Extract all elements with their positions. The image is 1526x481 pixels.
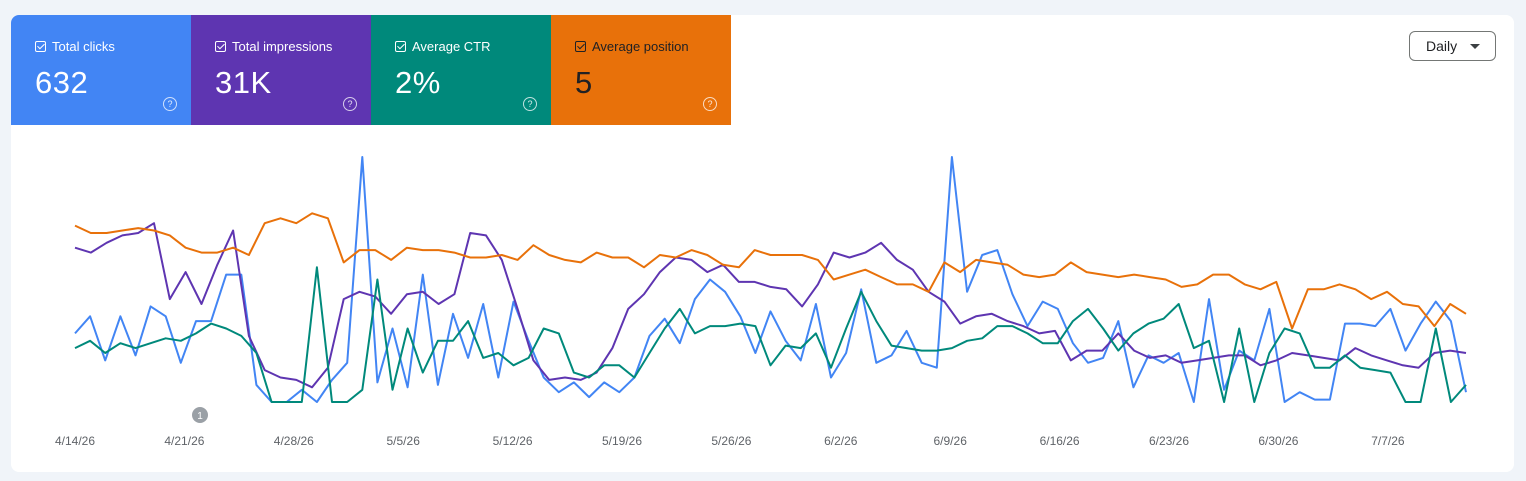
x-tick-label: 5/26/26 (711, 434, 751, 448)
help-icon[interactable]: ? (343, 97, 357, 111)
metric-label: Average position (592, 39, 689, 54)
metric-label: Total clicks (52, 39, 115, 54)
series-line-average-position (74, 212, 1467, 330)
metric-average-position[interactable]: Average position 5 ? (551, 15, 731, 125)
x-tick-label: 6/16/26 (1040, 434, 1080, 448)
metric-tabs: Total clicks 632 ? Total impressions 31K… (11, 15, 731, 125)
granularity-value: Daily (1426, 38, 1458, 54)
metric-value: 632 (35, 65, 89, 100)
metric-label: Average CTR (412, 39, 491, 54)
metric-label: Total impressions (232, 39, 333, 54)
performance-card: 4/14/26 4/21/26 4/28/26 5/5/26 5/12/26 5/19/2… (11, 15, 1514, 472)
checkbox-checked-icon[interactable] (215, 41, 226, 52)
help-icon[interactable]: ? (163, 97, 177, 111)
x-tick-label: 4/21/26 (164, 434, 204, 448)
help-icon[interactable]: ? (703, 97, 717, 111)
metric-value: 2% (395, 65, 441, 100)
checkbox-checked-icon[interactable] (395, 41, 406, 52)
annotation-circle[interactable] (192, 407, 208, 423)
checkbox-checked-icon[interactable] (575, 41, 586, 52)
x-tick-label: 6/2/26 (824, 434, 858, 448)
help-icon[interactable]: ? (523, 97, 537, 111)
x-tick-label: 4/14/26 (55, 434, 95, 448)
x-tick-label: 7/7/26 (1371, 434, 1405, 448)
series-line-average-ctr (74, 266, 1467, 403)
x-tick-label: 5/12/26 (493, 434, 533, 448)
metric-total-clicks[interactable]: Total clicks 632 ? (11, 15, 191, 125)
metric-value: 31K (215, 65, 272, 100)
x-tick-label: 5/5/26 (387, 434, 421, 448)
x-tick-label: 4/28/26 (274, 434, 314, 448)
x-tick-label: 6/9/26 (934, 434, 968, 448)
performance-chart: 4/14/26 4/21/26 4/28/26 5/5/26 5/12/26 5/19/2… (55, 156, 1467, 448)
x-tick-label: 5/19/26 (602, 434, 642, 448)
metric-average-ctr[interactable]: Average CTR 2% ? (371, 15, 551, 125)
metric-value: 5 (575, 65, 593, 100)
annotation-label: 1 (197, 411, 203, 422)
granularity-dropdown[interactable]: Daily (1409, 31, 1496, 61)
x-tick-label: 6/23/26 (1149, 434, 1189, 448)
x-tick-label: 6/30/26 (1258, 434, 1298, 448)
metric-total-impressions[interactable]: Total impressions 31K ? (191, 15, 371, 125)
annotation-marker[interactable]: 1 (192, 407, 208, 423)
caret-down-icon (1470, 44, 1480, 49)
checkbox-checked-icon[interactable] (35, 41, 46, 52)
series-line-total-clicks (74, 156, 1467, 403)
